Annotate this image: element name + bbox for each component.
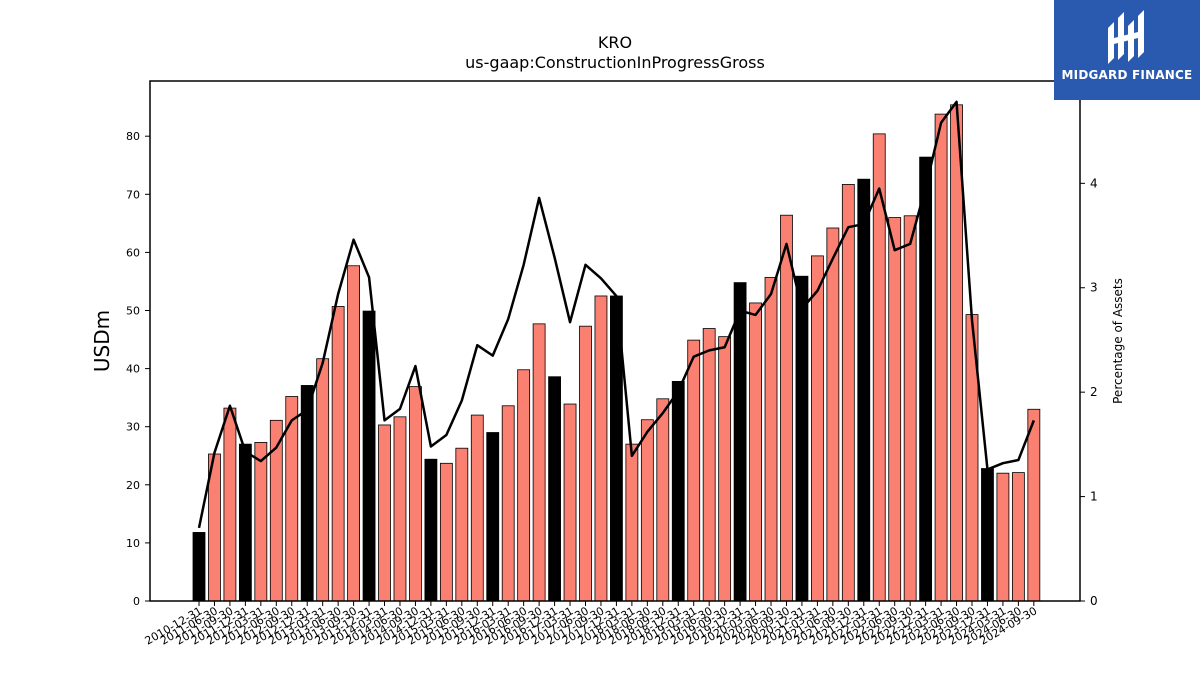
bar-2013-09-30	[347, 265, 361, 602]
y-tick-label: 50	[126, 304, 140, 317]
bar-2016-03-31	[501, 405, 515, 602]
y-tick-label: 20	[126, 479, 140, 492]
bar-2021-06-30	[826, 227, 840, 602]
y-tick-label: 0	[133, 595, 140, 608]
chart-title: KRO	[598, 33, 632, 52]
bar-2014-12-31	[424, 458, 438, 602]
bar-2015-09-30	[470, 414, 484, 602]
bar-2013-06-30	[331, 306, 345, 602]
x-axis: 2010-12-312011-06-302011-09-302011-12-31…	[143, 601, 1039, 648]
bar-2014-03-31	[378, 424, 391, 602]
y-tick-label: 30	[126, 421, 140, 434]
bar-2016-06-30	[517, 369, 531, 602]
bar-2024-03-31	[996, 472, 1010, 602]
bar-2021-12-31	[857, 178, 871, 602]
bar-2019-09-30	[718, 336, 732, 602]
bar-2023-06-30	[950, 104, 963, 602]
bar-2019-06-30	[702, 328, 716, 602]
bars-layer	[192, 104, 1041, 602]
bar-2014-06-30	[393, 416, 407, 602]
y-tick-label: 70	[126, 188, 140, 201]
bar-2010-12-31	[192, 532, 206, 602]
y-tick-label: 80	[126, 130, 140, 143]
bar-2019-03-31	[687, 339, 701, 602]
y2-axis-label: Percentage of Assets	[1111, 278, 1125, 404]
bar-2011-12-31	[238, 443, 252, 602]
bar-2017-03-31	[563, 403, 577, 602]
y2-tick-label: 1	[1090, 490, 1098, 504]
brand-logo: MIDGARD FINANCE	[1054, 0, 1200, 100]
bar-2022-12-31	[919, 156, 933, 602]
y2-tick-label: 0	[1090, 594, 1098, 608]
bar-2024-06-30	[1011, 472, 1025, 602]
bar-2022-09-30	[903, 215, 917, 602]
bar-2020-12-31	[795, 275, 809, 602]
y-axis-right: 0 1 2 3 4	[1080, 176, 1098, 608]
y-tick-label: 60	[126, 246, 140, 259]
bar-2018-06-30	[640, 419, 654, 602]
chart-subtitle: us-gaap:ConstructionInProgressGross	[465, 53, 765, 72]
bar-2012-03-31	[254, 441, 268, 602]
bar-2018-09-30	[656, 398, 670, 602]
bar-2022-06-30	[888, 217, 902, 602]
y2-tick-label: 2	[1090, 385, 1098, 399]
bar-2015-06-30	[455, 447, 469, 602]
bar-2016-09-30	[532, 323, 546, 602]
bar-2013-03-31	[316, 358, 330, 602]
bar-2015-12-31	[486, 432, 500, 602]
y2-tick-label: 4	[1090, 176, 1098, 190]
y-axis-label: USDm	[90, 310, 114, 372]
bar-2011-09-30	[223, 407, 237, 602]
bar-2020-09-30	[780, 214, 793, 602]
y-tick-label: 40	[126, 363, 140, 376]
bar-2024-09-30	[1027, 408, 1041, 602]
y-tick-label: 10	[126, 537, 140, 550]
bar-2021-09-30	[841, 184, 855, 602]
logo-text: MIDGARD FINANCE	[1061, 68, 1193, 82]
pct-assets-line	[197, 100, 1036, 529]
bar-2017-09-30	[594, 295, 608, 602]
bar-2020-06-30	[764, 276, 778, 602]
bar-2012-12-31	[300, 385, 314, 602]
bar-2023-12-31	[981, 468, 994, 602]
bar-2015-03-31	[439, 462, 453, 602]
bar-2013-12-31	[362, 310, 376, 602]
bar-2023-03-31	[934, 113, 948, 602]
bar-2018-03-31	[625, 443, 639, 602]
bar-2018-12-31	[671, 380, 685, 602]
bar-2016-12-31	[548, 376, 561, 602]
y2-tick-label: 3	[1090, 281, 1098, 295]
bar-2019-12-31	[733, 282, 747, 602]
y-axis-left: 0 10 20 30 40 50 60 70 80	[126, 130, 150, 608]
bar-2014-09-30	[409, 386, 422, 602]
bar-2021-03-31	[811, 255, 824, 602]
midgard-logo-icon	[1108, 10, 1144, 64]
plot-frame	[149, 80, 1081, 602]
bar-2020-03-31	[749, 302, 762, 602]
bar-2017-06-30	[579, 325, 592, 602]
pct-line-layer	[197, 100, 1036, 529]
